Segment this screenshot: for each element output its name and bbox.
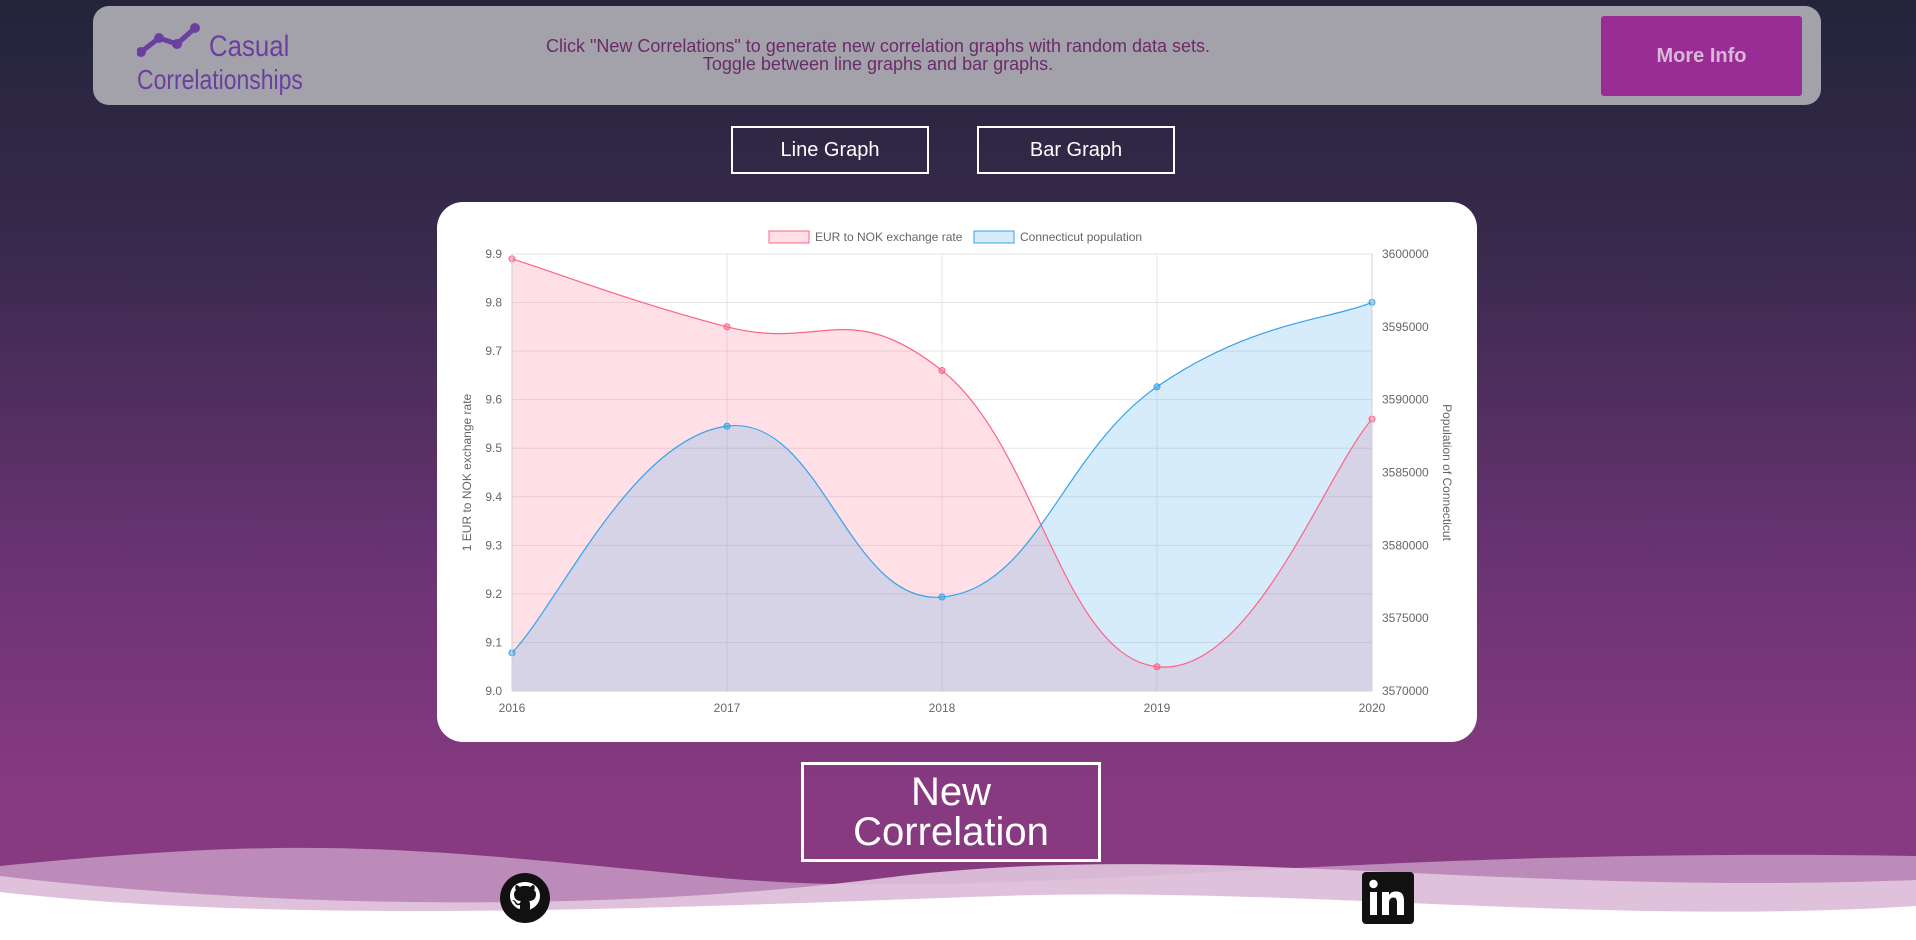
logo-text-correlationships: Correlationships: [137, 64, 303, 95]
x-tick-label: 2019: [1144, 701, 1171, 715]
y-left-tick-label: 9.7: [485, 344, 502, 358]
x-tick-label: 2016: [499, 701, 526, 715]
x-tick-label: 2017: [714, 701, 741, 715]
data-point-eur-nok: [723, 323, 731, 331]
correlation-chart: 9.9 9.8 9.7 9.6 9.5 9.4 9.3 9.2 9.1 9.0 3600000 359…: [460, 230, 1454, 715]
legend-label-connecticut: Connecticut population: [1020, 230, 1142, 244]
header-instructions: Click "New Correlations" to generate new…: [533, 37, 1223, 73]
linkedin-icon[interactable]: [1362, 872, 1414, 924]
y-left-tick-label: 9.8: [485, 296, 502, 310]
instructions-line-2: Toggle between line graphs and bar graph…: [702, 54, 1054, 74]
instructions-line-1: Click "New Correlations" to generate new…: [545, 36, 1211, 56]
y-left-axis-title: 1 EUR to NOK exchange rate: [460, 393, 474, 551]
y-right-tick-label: 3595000: [1382, 320, 1429, 334]
y-right-tick-label: 3590000: [1382, 393, 1429, 407]
chart-card: 9.9 9.8 9.7 9.6 9.5 9.4 9.3 9.2 9.1 9.0 3600000 359…: [437, 202, 1477, 742]
y-left-tick-label: 9.6: [485, 393, 502, 407]
legend-swatch-eur-nok: [768, 230, 810, 244]
data-point-connecticut: [723, 422, 731, 430]
logo-icon: [137, 23, 200, 57]
logo-text-casual: Casual: [209, 30, 290, 63]
more-info-button[interactable]: More Info: [1601, 16, 1802, 96]
new-correlation-button[interactable]: New Correlation: [801, 762, 1101, 862]
y-left-tick-label: 9.1: [485, 635, 502, 649]
data-point-eur-nok: [938, 367, 946, 375]
y-right-tick-label: 3600000: [1382, 247, 1429, 261]
footer-waves: [0, 847, 1916, 940]
data-point-connecticut: [938, 593, 946, 601]
series-area-eur-nok: [512, 258, 1372, 691]
line-graph-button[interactable]: Line Graph: [731, 126, 929, 174]
y-left-tick-label: 9.4: [485, 490, 502, 504]
bar-graph-button[interactable]: Bar Graph: [977, 126, 1175, 174]
y-right-tick-label: 3585000: [1382, 466, 1429, 480]
y-right-tick-label: 3575000: [1382, 611, 1429, 625]
y-right-axis-title: Population of Connecticut: [1440, 404, 1454, 541]
y-left-tick-label: 9.5: [485, 441, 502, 455]
series-line-eur-nok: [511, 258, 1373, 668]
y-left-tick-label: 9.0: [485, 684, 502, 698]
header-bar: Casual Correlationships Click "New Corre…: [93, 6, 1821, 105]
github-icon[interactable]: [499, 872, 551, 924]
data-point-connecticut: [1153, 383, 1161, 391]
series-line-connecticut: [511, 301, 1373, 654]
y-left-tick-label: 9.9: [485, 247, 502, 261]
legend-swatch-connecticut: [973, 230, 1015, 244]
x-tick-label: 2020: [1359, 701, 1386, 715]
data-point-eur-nok: [1153, 663, 1161, 671]
y-left-tick-label: 9.2: [485, 587, 502, 601]
x-tick-label: 2018: [929, 701, 956, 715]
series-area-connecticut: [512, 302, 1372, 691]
y-left-tick-label: 9.3: [485, 538, 502, 552]
legend-label-eur-nok: EUR to NOK exchange rate: [815, 230, 963, 244]
y-right-tick-label: 3580000: [1382, 538, 1429, 552]
y-right-tick-label: 3570000: [1382, 684, 1429, 698]
